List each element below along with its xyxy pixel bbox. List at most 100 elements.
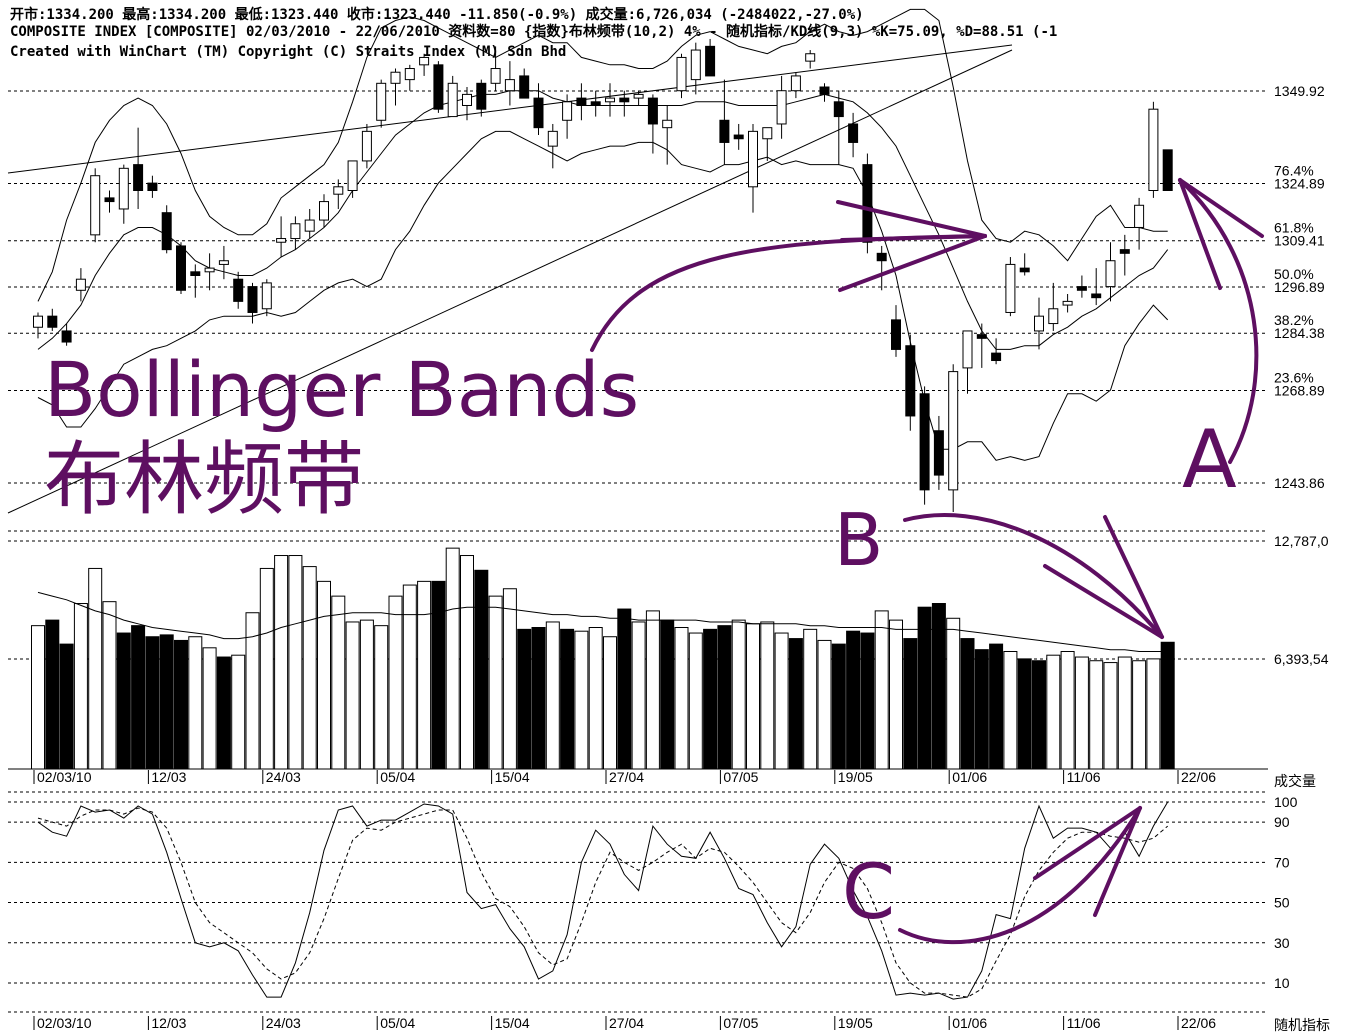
candle-body	[690, 49, 701, 81]
volume-bar	[231, 654, 246, 770]
candle-body	[605, 97, 615, 103]
candle-body	[61, 330, 72, 343]
volume-bar	[560, 628, 575, 770]
volume-bar	[660, 619, 675, 770]
candle-body	[1048, 308, 1059, 325]
candle-body	[590, 101, 601, 106]
volume-bar	[460, 555, 474, 770]
candle-body	[519, 75, 530, 99]
kd-tick-label: 10	[1274, 975, 1290, 991]
candle-body	[447, 82, 458, 118]
volume-bar	[116, 632, 131, 770]
candle-body	[1019, 267, 1030, 273]
volume-bar	[831, 643, 846, 770]
candle-body	[1005, 263, 1016, 313]
candle-body	[276, 238, 287, 243]
volume-bar	[288, 555, 303, 770]
volume-bar	[345, 621, 360, 770]
annotation-arrow-head	[838, 234, 987, 292]
price-tick-label: 1284.38	[1274, 325, 1325, 341]
volume-bar	[931, 603, 946, 770]
kd-tick-label: 70	[1274, 854, 1290, 870]
kd-k-line	[37, 801, 1169, 1000]
volume-bar	[974, 649, 989, 770]
candle-body	[533, 97, 544, 129]
price-tick-label: 1324.89	[1274, 176, 1325, 192]
x-axis-label: 27/04	[609, 1015, 644, 1031]
volume-bar	[846, 630, 861, 770]
volume-bar	[517, 628, 532, 770]
annotation-arrow-head	[1093, 806, 1142, 917]
candle-body	[118, 167, 129, 210]
volume-bar	[131, 625, 146, 770]
volume-bar	[31, 625, 45, 770]
candle-body	[319, 201, 329, 221]
volume-bar	[188, 636, 203, 770]
volume-bar	[631, 621, 646, 770]
x-axis-label: 19/05	[838, 1015, 873, 1031]
volume-bar	[946, 617, 961, 770]
volume-bar	[359, 619, 374, 770]
fib-level-label: 23.6%	[1274, 369, 1314, 385]
volume-bar	[1160, 641, 1175, 770]
candle-body	[862, 164, 873, 243]
kd-tick-label: 100	[1274, 794, 1298, 810]
price-tick-label: 1268.89	[1274, 382, 1325, 398]
volume-bar	[245, 612, 260, 770]
volume-bar	[545, 621, 560, 770]
candle-body	[490, 68, 501, 84]
volume-bar	[746, 623, 760, 770]
volume-bar	[174, 639, 188, 770]
x-axis-label: 27/04	[609, 769, 644, 785]
candle-body	[976, 334, 987, 339]
candle-body	[576, 97, 587, 106]
x-axis-label: 07/05	[723, 1015, 758, 1031]
candle-body	[190, 271, 201, 277]
volume-bar	[88, 567, 103, 770]
volume-bar	[788, 638, 803, 770]
annotation-arrow-head	[836, 200, 987, 238]
annotation-arrow-head	[1178, 178, 1222, 290]
x-axis-label: 05/04	[380, 1015, 415, 1031]
index-header-line: COMPOSITE INDEX [COMPOSITE] 02/03/2010 -…	[10, 24, 1058, 40]
annotation-curve-c	[898, 806, 1142, 945]
volume-bar	[1089, 660, 1104, 770]
candle-body	[1134, 204, 1145, 228]
candle-body	[805, 53, 816, 62]
x-axis-label: 02/03/10	[37, 1015, 92, 1031]
volume-bar	[502, 588, 517, 770]
volume-bar	[917, 606, 932, 770]
candle-body	[948, 371, 959, 491]
candle-body	[462, 93, 472, 106]
annotation-arrow-head	[1033, 806, 1142, 880]
fib-level-label: 76.4%	[1274, 163, 1314, 179]
candle-body	[390, 71, 401, 84]
x-axis-label: 02/03/10	[37, 769, 92, 785]
volume-bar	[703, 628, 718, 770]
trend-line-lower	[7, 49, 1013, 514]
candle-body	[90, 175, 101, 236]
x-axis-label: 11/06	[1067, 1015, 1101, 1031]
volume-bar	[1117, 656, 1132, 770]
candle-body	[1034, 315, 1044, 332]
annotation-arrow-head	[1043, 564, 1164, 639]
candle-body	[619, 97, 630, 103]
x-axis-label: 15/04	[495, 769, 530, 785]
volume-bar	[588, 627, 603, 770]
annotation-curve-a	[1178, 178, 1259, 464]
volume-panel-label: 成交量	[1274, 773, 1316, 789]
candle-body	[504, 79, 515, 92]
price-tick-label: 1296.89	[1274, 279, 1325, 295]
candle-body	[333, 186, 344, 195]
candle-body	[233, 278, 244, 302]
candle-body	[147, 182, 158, 191]
volume-bar	[760, 621, 775, 770]
candle-body	[676, 56, 687, 92]
candle-body	[47, 315, 58, 328]
candle-body	[633, 93, 644, 99]
kd-panel-label: 随机指标	[1274, 1017, 1330, 1033]
volume-bar	[1032, 660, 1046, 770]
bollinger-band-middle	[37, 90, 1169, 350]
candle-body	[705, 45, 716, 77]
